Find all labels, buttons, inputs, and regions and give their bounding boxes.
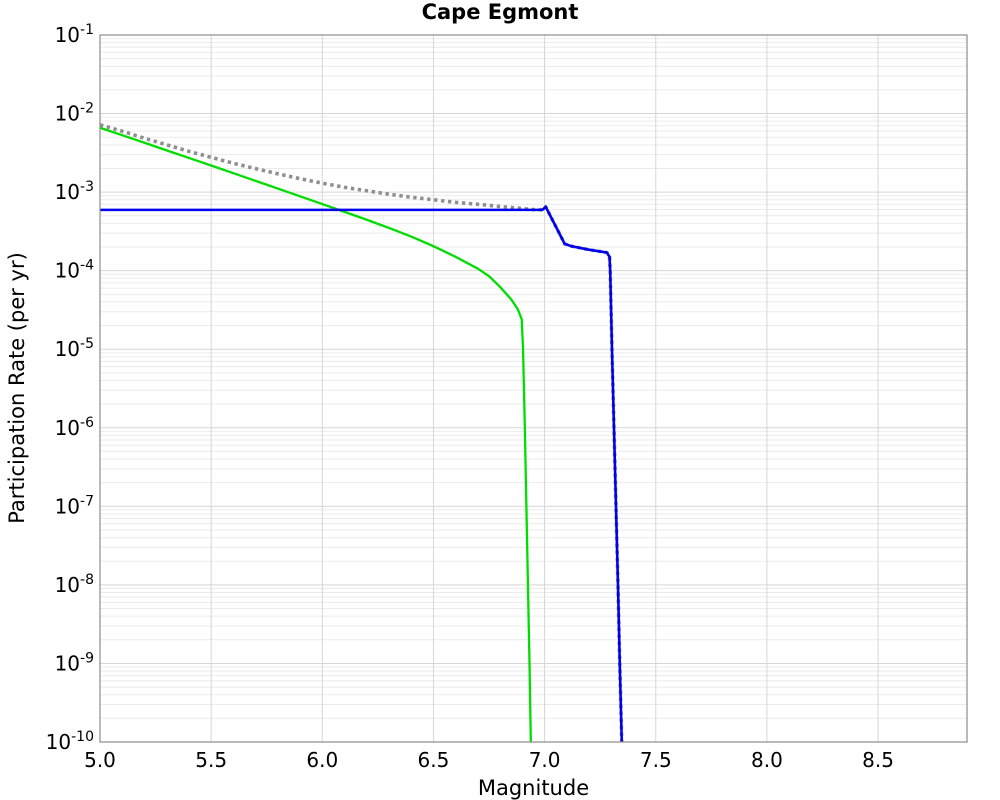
x-tick-labels: 5.0 5.5 6.0 6.5 7.0 7.5 8.0 8.5 (84, 748, 894, 772)
series-exponential-rate-green (99, 126, 532, 743)
series-characteristic-rate-blue (100, 205, 624, 743)
grid-minor (100, 38, 967, 719)
plot-background (100, 35, 967, 742)
y-tick-label: 10-1 (55, 22, 94, 47)
chart-title: Cape Egmont (421, 0, 579, 24)
x-tick-label: 7.5 (640, 748, 672, 772)
x-tick-label: 5.0 (84, 748, 116, 772)
y-tick-label: 10-9 (55, 650, 94, 675)
y-tick-label: 10-4 (55, 258, 95, 283)
y-tick-label: 10-6 (55, 415, 95, 440)
y-tick-labels: 10-1 10-2 10-3 10-4 10-5 10-6 10-7 10-8 10-9 10-1… (46, 22, 94, 754)
y-tick-label: 10-10 (46, 729, 94, 754)
x-tick-label: 5.5 (195, 748, 227, 772)
series-group (99, 123, 624, 743)
plot-border (99, 34, 968, 743)
x-tick-label: 6.0 (306, 748, 338, 772)
y-tick-label: 10-3 (55, 179, 94, 204)
y-tick-label: 10-7 (55, 493, 94, 518)
y-tick-label: 10-5 (55, 336, 94, 361)
x-tick-label: 6.5 (418, 748, 450, 772)
y-tick-label: 10-2 (55, 101, 94, 126)
x-tick-label: 7.0 (529, 748, 561, 772)
x-tick-label: 8.0 (751, 748, 783, 772)
x-axis-label: Magnitude (477, 776, 590, 800)
series-total-rate-gray-dotted (99, 123, 624, 743)
y-tick-label: 10-8 (55, 572, 94, 597)
x-tick-label: 8.5 (862, 748, 894, 772)
